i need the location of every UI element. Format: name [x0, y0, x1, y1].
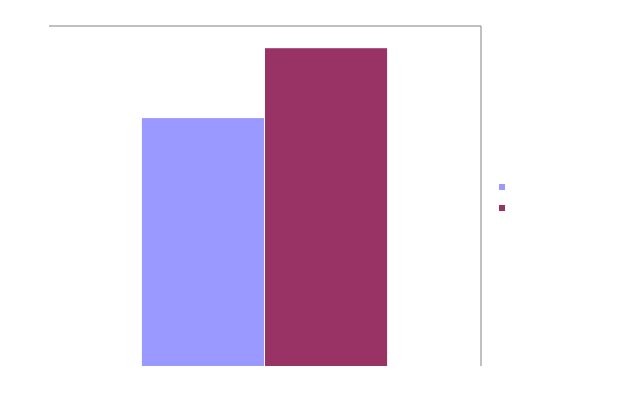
legend-swatch-series-2	[499, 205, 505, 211]
plot-area	[49, 25, 482, 366]
bar-series-2	[265, 48, 388, 366]
bars-group	[141, 48, 388, 366]
legend-swatch-series-1	[499, 184, 505, 190]
bar-series-1	[141, 118, 264, 366]
legend	[499, 184, 505, 211]
